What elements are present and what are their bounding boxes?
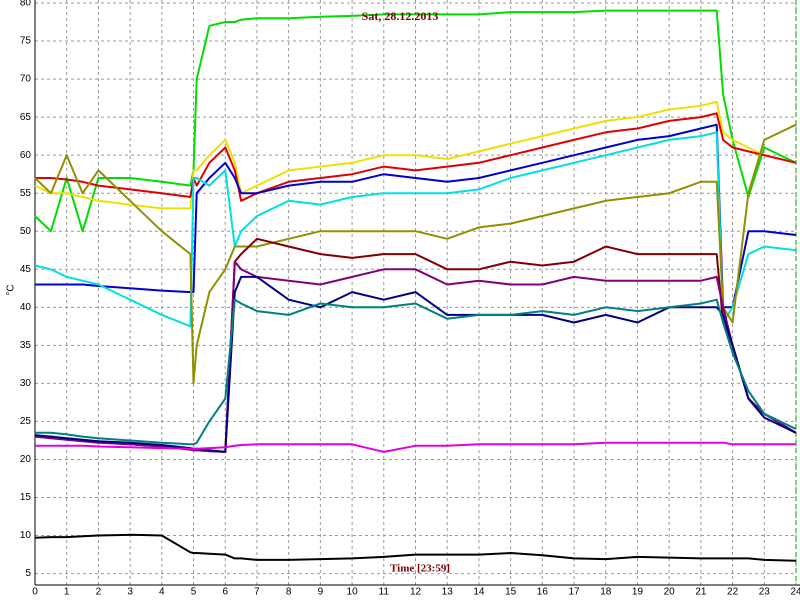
y-tick-label: 35 xyxy=(20,340,32,351)
x-tick-label: 22 xyxy=(727,587,739,598)
y-tick-label: 10 xyxy=(20,530,32,541)
series-line xyxy=(34,533,797,562)
x-tick-label: 10 xyxy=(347,587,359,598)
y-tick-label: 40 xyxy=(20,302,32,313)
series-line xyxy=(34,275,797,453)
chart-title: Sat, 28.12.2013 xyxy=(362,9,439,23)
series-line xyxy=(34,9,797,233)
x-tick-label: 12 xyxy=(410,587,422,598)
y-tick-label: 75 xyxy=(20,36,32,47)
series-line xyxy=(34,123,797,385)
x-tick-label: 19 xyxy=(632,587,644,598)
x-tick-label: 7 xyxy=(254,587,260,598)
x-tick-label: 18 xyxy=(600,587,612,598)
series-line xyxy=(34,131,797,328)
y-tick-label: 45 xyxy=(20,264,32,275)
x-tick-label: 3 xyxy=(127,587,133,598)
series-line xyxy=(35,123,797,309)
y-tick-label: 80 xyxy=(20,0,32,9)
y-tick-label: 55 xyxy=(20,188,32,199)
series-line xyxy=(35,298,797,446)
x-tick-label: 23 xyxy=(759,587,771,598)
x-tick-label: 21 xyxy=(695,587,707,598)
x-tick-label: 8 xyxy=(286,587,292,598)
y-tick-label: 65 xyxy=(20,112,32,123)
y-axis-label: °C xyxy=(6,284,17,295)
series-line xyxy=(35,441,796,453)
y-tick-label: 70 xyxy=(20,74,32,85)
series-line xyxy=(34,100,797,210)
x-tick-label: 24 xyxy=(790,587,800,598)
x-tick-label: 1 xyxy=(64,587,70,598)
y-tick-label: 5 xyxy=(25,568,31,579)
x-tick-label: 13 xyxy=(442,587,454,598)
x-tick-label: 14 xyxy=(473,587,485,598)
y-tick-label: 20 xyxy=(20,454,32,465)
y-tick-label: 15 xyxy=(20,492,32,503)
x-tick-label: 5 xyxy=(191,587,197,598)
x-tick-label: 0 xyxy=(32,587,38,598)
y-tick-label: 25 xyxy=(20,416,32,427)
y-tick-label: 60 xyxy=(20,150,32,161)
x-tick-label: 11 xyxy=(379,587,390,598)
x-axis-label: Time [23:59] xyxy=(390,563,450,575)
x-tick-label: 4 xyxy=(159,587,165,598)
y-tick-label: 50 xyxy=(20,226,32,237)
x-tick-label: 9 xyxy=(318,587,324,598)
x-tick-label: 16 xyxy=(537,587,549,598)
x-tick-label: 17 xyxy=(568,587,580,598)
x-tick-label: 2 xyxy=(96,587,102,598)
y-tick-label: 30 xyxy=(20,378,32,389)
x-tick-label: 20 xyxy=(664,587,676,598)
x-tick-label: 15 xyxy=(505,587,517,598)
series-line xyxy=(34,260,797,453)
x-tick-label: 6 xyxy=(222,587,228,598)
series-line xyxy=(35,112,797,202)
